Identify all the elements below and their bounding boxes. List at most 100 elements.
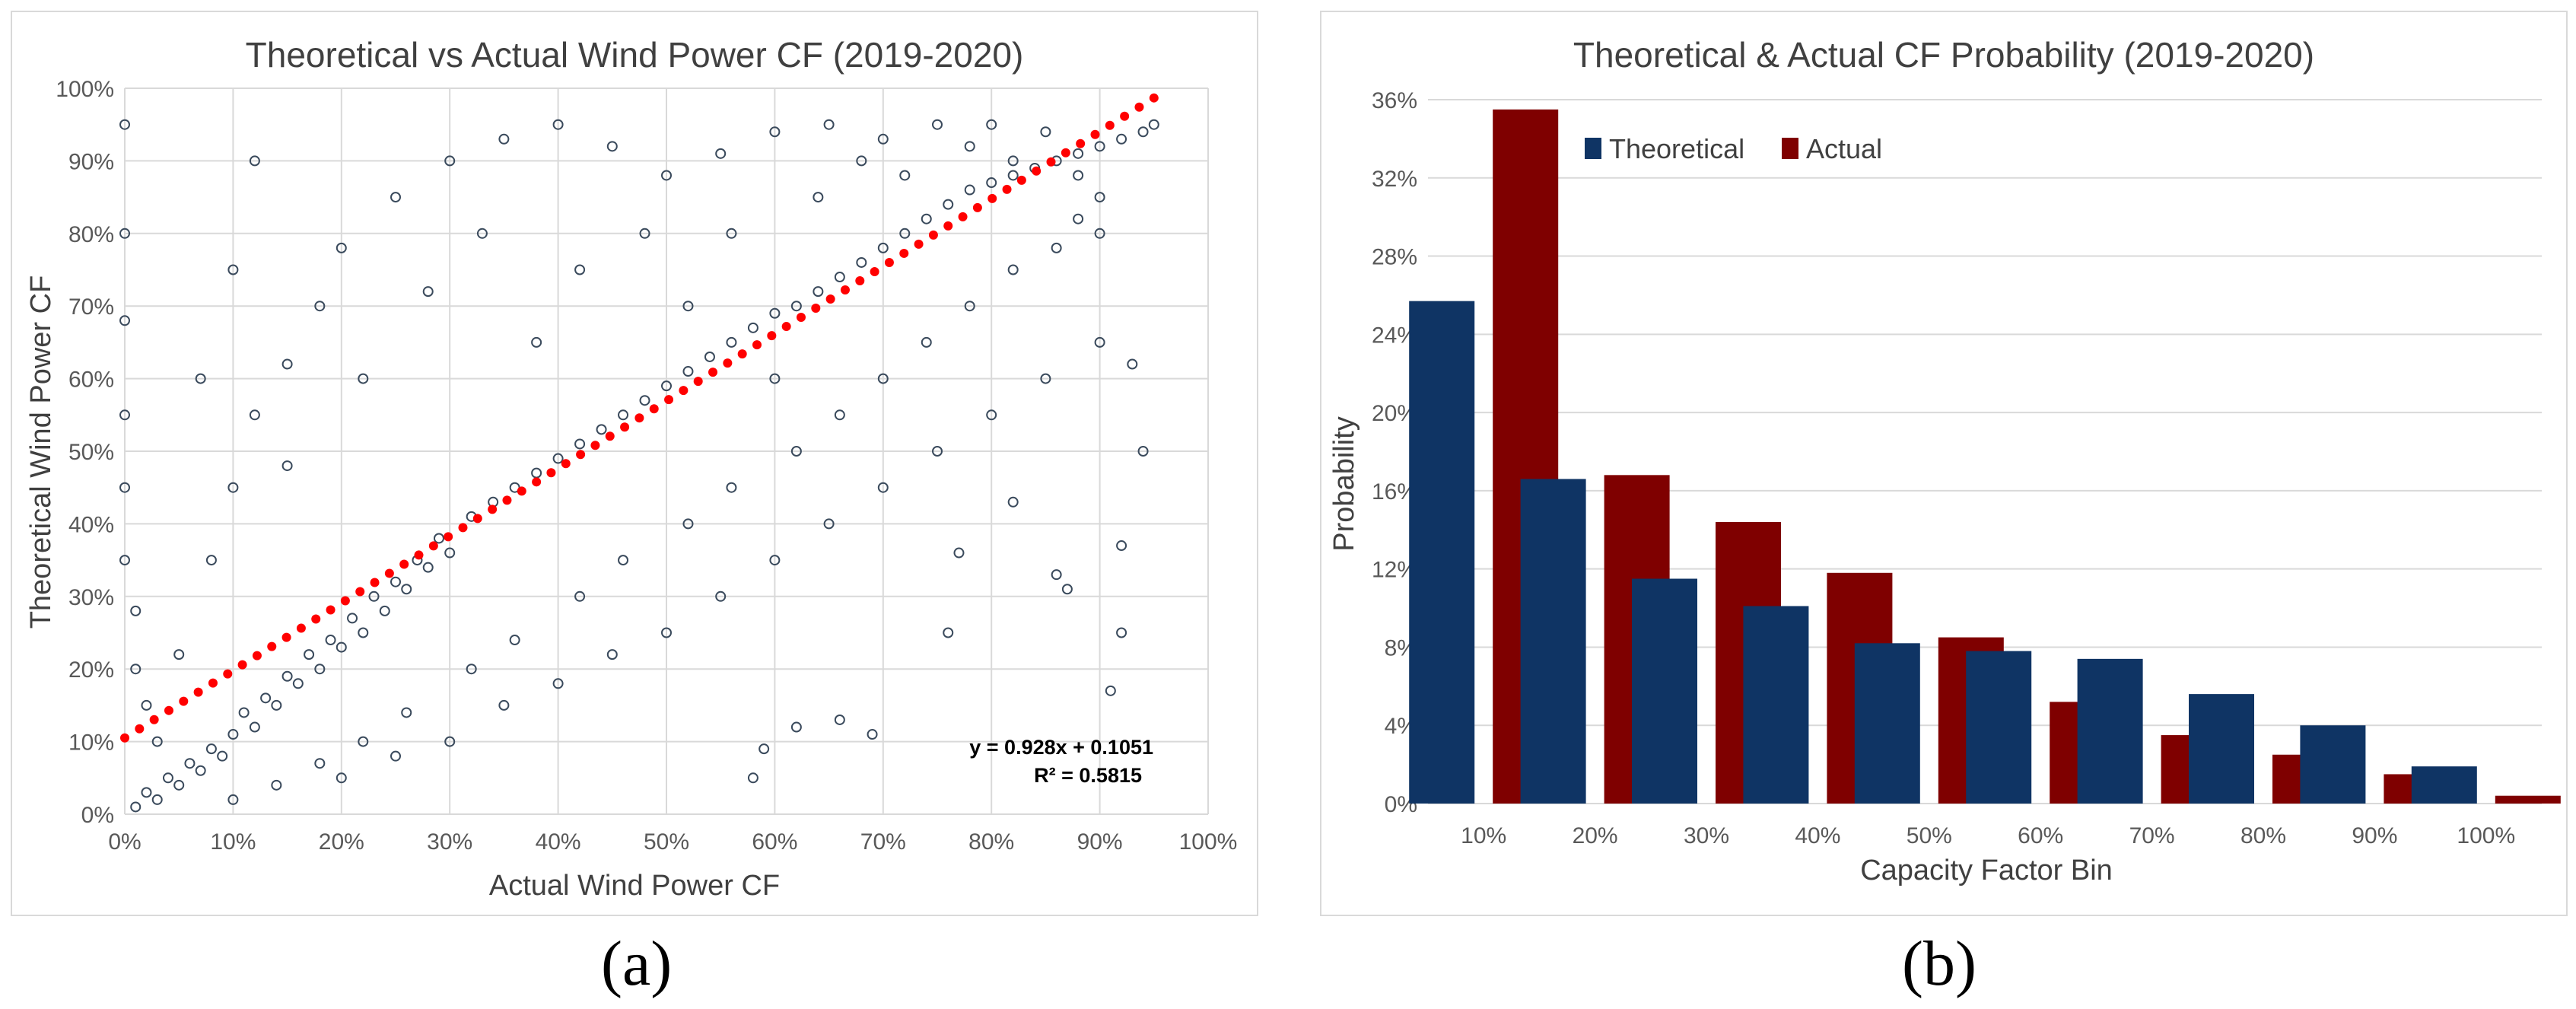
data-point [379,605,390,616]
bar-chart-panel: Theoretical & Actual CF Probability (201… [1320,11,2568,916]
data-point [932,446,943,457]
trendline-dot [796,313,806,323]
trendline-dot [781,322,791,332]
data-point [249,409,260,421]
trendline-dot [444,532,453,542]
trendline-dot [370,578,380,587]
trendline-dot [502,495,512,505]
legend: Theoretical Actual [1585,133,1882,164]
trendline-dot [708,368,718,377]
x-tick-label: 40% [1795,823,1840,848]
data-point [119,119,130,130]
trendline-dot [1134,102,1144,112]
data-point [119,482,130,493]
data-point [823,518,835,530]
trendline-dot [1105,120,1115,130]
data-point [531,467,542,479]
trendline-dot [1032,166,1042,176]
trendline-dot [914,239,924,249]
x-tick-label: 80% [2240,823,2286,848]
legend-label-theoretical: Theoretical [1609,133,1744,164]
bar-theoretical-50pct [1854,643,1920,804]
trendline-dot [767,331,777,341]
x-tick-label: 100% [1179,829,1238,855]
data-point [682,366,694,377]
trendline-dot [840,285,850,295]
data-point [769,555,781,566]
data-point [390,192,401,203]
data-point [790,721,802,733]
data-point [682,518,694,530]
trendline-dot [590,441,600,450]
data-point [292,678,304,689]
bar-theoretical-40pct [1743,606,1809,804]
trendline-dot [1002,184,1012,194]
data-point [715,148,727,159]
data-point [921,213,932,224]
trendline-dot [1046,157,1056,167]
y-tick-label: 10% [68,730,114,756]
trendline-dot [958,212,968,221]
data-point [877,482,889,493]
trendline-dot [825,294,835,304]
bar-theoretical-100pct [2411,766,2477,804]
trendline-dot [326,605,336,615]
data-point [1073,170,1084,181]
data-point [227,729,239,740]
data-point [661,170,672,181]
bar-chart: Theoretical & Actual CF Probability (201… [1328,35,2561,886]
trendline-dot [223,669,233,679]
trendline-dot [943,221,953,231]
data-point [574,438,586,450]
trendline-dot [972,202,982,212]
trendline-dot [1061,148,1070,158]
data-point [227,264,239,275]
x-tick-label: 50% [644,829,689,855]
data-point [1051,569,1062,581]
data-point [422,562,434,573]
trendline-dot [576,450,586,460]
data-point [877,133,889,145]
data-point [867,729,878,740]
x-tick-label: 60% [2018,823,2063,848]
data-point [1116,627,1127,638]
trendline-dot [1090,129,1100,139]
data-point [358,627,369,638]
data-point [184,758,196,769]
data-point [834,409,845,421]
data-point [141,787,152,798]
data-point [227,482,239,493]
trendline-dot [532,477,542,487]
data-point [444,547,456,559]
data-point [932,119,943,130]
data-point [173,779,185,791]
data-point [271,779,282,791]
bar-theoretical-80pct [2189,694,2254,804]
data-point [195,765,206,776]
data-point [217,750,228,762]
x-tick-label: 70% [860,829,906,855]
data-point [1073,148,1084,159]
trendline-dot [135,724,145,734]
data-point [1051,242,1062,253]
data-point [509,635,520,646]
trendline-dot [384,568,394,578]
data-point [390,576,401,587]
data-point [574,264,586,275]
trendline-dot [193,687,203,697]
bar-theoretical-20pct [1520,479,1586,804]
data-point [304,649,315,660]
data-point [813,286,824,298]
trendline-equation: y = 0.928x + 0.1051 [969,736,1153,759]
data-point [151,794,163,805]
data-point [336,772,347,784]
trendline-dot [870,266,879,276]
data-point [790,301,802,312]
data-point [606,649,618,660]
data-point [1148,119,1159,130]
data-point [227,794,239,805]
x-tick-label: 30% [427,829,472,855]
data-point [618,555,629,566]
data-point [205,555,217,566]
y-axis-label: Probability [1328,416,1360,551]
